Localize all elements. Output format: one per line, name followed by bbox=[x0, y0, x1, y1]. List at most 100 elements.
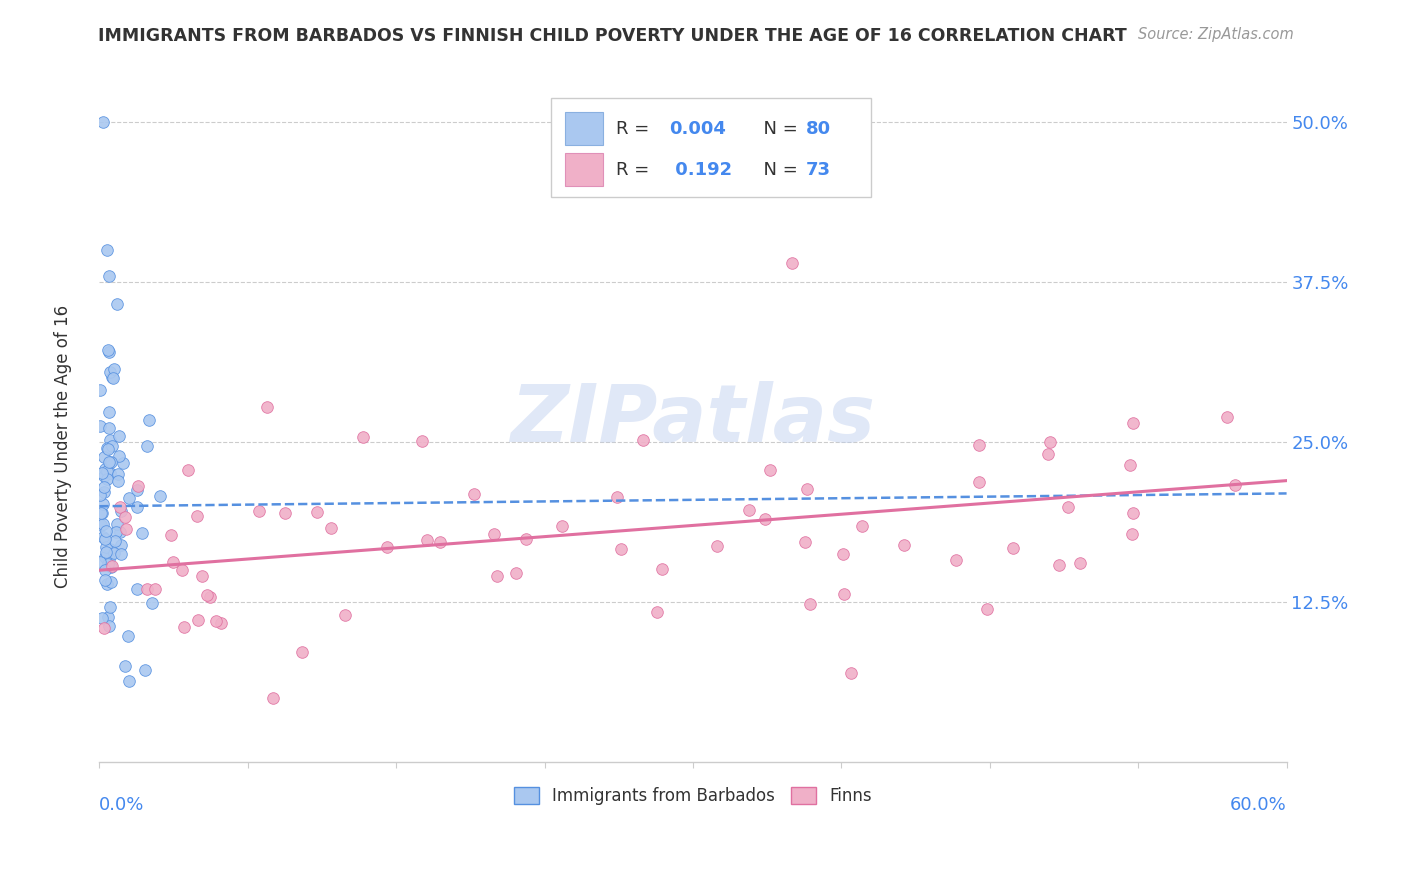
Point bbox=[375, 541, 398, 555]
Point bbox=[485, 568, 508, 582]
Point bbox=[90, 466, 112, 480]
Point bbox=[115, 522, 138, 536]
Point bbox=[967, 438, 990, 452]
Point bbox=[976, 601, 998, 615]
Point bbox=[93, 480, 115, 494]
Point bbox=[205, 614, 228, 628]
Text: 0.004: 0.004 bbox=[669, 120, 725, 137]
Point bbox=[645, 605, 668, 619]
Point bbox=[651, 562, 673, 576]
Point bbox=[162, 555, 184, 569]
Point bbox=[96, 244, 118, 258]
Point bbox=[134, 664, 156, 678]
Point bbox=[610, 542, 633, 557]
Point bbox=[90, 506, 112, 520]
Point bbox=[893, 538, 915, 552]
Point bbox=[94, 545, 117, 559]
Point bbox=[93, 462, 115, 476]
Point bbox=[141, 596, 163, 610]
Point bbox=[463, 487, 485, 501]
Point bbox=[149, 490, 172, 504]
Point bbox=[307, 505, 329, 519]
Point bbox=[105, 524, 128, 539]
Point bbox=[97, 558, 120, 572]
Point bbox=[97, 442, 120, 457]
Point bbox=[209, 616, 232, 631]
Point bbox=[172, 563, 194, 577]
Point bbox=[93, 485, 115, 500]
Point bbox=[96, 541, 118, 555]
Point bbox=[352, 430, 374, 444]
Point bbox=[101, 558, 124, 573]
Point bbox=[107, 474, 129, 488]
Point bbox=[945, 553, 967, 567]
Point bbox=[96, 472, 118, 486]
Text: 60.0%: 60.0% bbox=[1230, 797, 1286, 814]
Point bbox=[98, 599, 121, 614]
Point bbox=[93, 622, 115, 636]
Point bbox=[100, 370, 122, 384]
Point bbox=[135, 439, 157, 453]
Point bbox=[706, 539, 728, 553]
Point bbox=[110, 500, 132, 514]
Point bbox=[1057, 500, 1080, 514]
Point bbox=[1122, 506, 1144, 520]
Text: 0.192: 0.192 bbox=[669, 161, 733, 179]
Point bbox=[143, 582, 166, 596]
Legend: Immigrants from Barbados, Finns: Immigrants from Barbados, Finns bbox=[508, 780, 879, 812]
Point bbox=[1002, 541, 1025, 555]
Point bbox=[131, 526, 153, 541]
Point bbox=[754, 512, 776, 526]
Point bbox=[89, 487, 111, 501]
Point bbox=[135, 582, 157, 597]
Point bbox=[851, 518, 873, 533]
Point bbox=[796, 483, 818, 497]
Text: Child Poverty Under the Age of 16: Child Poverty Under the Age of 16 bbox=[55, 304, 72, 588]
Point bbox=[793, 534, 815, 549]
Point bbox=[197, 588, 219, 602]
Point bbox=[505, 566, 527, 580]
Point bbox=[780, 256, 803, 270]
Point bbox=[103, 362, 125, 376]
Point bbox=[94, 563, 117, 577]
Point bbox=[1119, 458, 1142, 472]
Point bbox=[127, 479, 149, 493]
Point bbox=[125, 483, 148, 497]
Point bbox=[89, 383, 111, 397]
Point bbox=[98, 268, 121, 283]
Point bbox=[799, 597, 821, 611]
Point bbox=[98, 404, 121, 418]
Point bbox=[98, 466, 121, 480]
Point bbox=[247, 504, 270, 518]
Point bbox=[97, 345, 120, 359]
Point bbox=[114, 658, 136, 673]
Text: 73: 73 bbox=[806, 161, 831, 179]
Point bbox=[118, 491, 141, 506]
Point bbox=[1216, 409, 1239, 424]
Text: R =: R = bbox=[616, 161, 655, 179]
Text: N =: N = bbox=[752, 161, 804, 179]
Point bbox=[98, 365, 121, 379]
Point bbox=[91, 516, 114, 531]
Point bbox=[515, 532, 537, 546]
Point bbox=[187, 613, 209, 627]
Point bbox=[111, 456, 134, 470]
Point bbox=[110, 504, 132, 518]
Point bbox=[110, 547, 132, 561]
Point bbox=[176, 463, 198, 477]
Point bbox=[94, 524, 117, 538]
Point bbox=[98, 434, 121, 448]
Point bbox=[429, 535, 451, 549]
Point bbox=[160, 528, 183, 542]
Point bbox=[89, 419, 111, 434]
FancyBboxPatch shape bbox=[565, 153, 603, 186]
Point bbox=[91, 530, 114, 544]
Point bbox=[101, 371, 124, 385]
Point bbox=[127, 500, 149, 515]
Point bbox=[416, 533, 439, 547]
Point bbox=[1223, 478, 1246, 492]
Point bbox=[1039, 435, 1062, 450]
Point bbox=[1121, 527, 1143, 541]
Point bbox=[738, 503, 761, 517]
Point bbox=[91, 115, 114, 129]
